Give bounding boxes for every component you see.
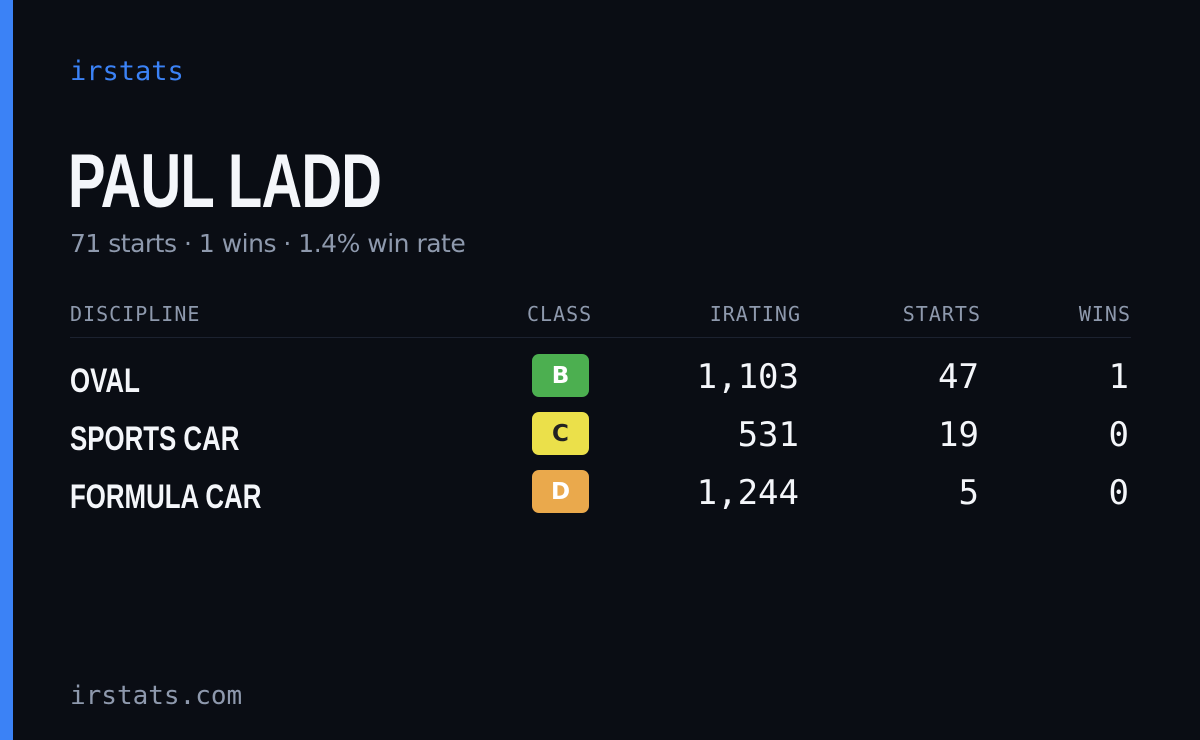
discipline-name: OVAL [70, 362, 140, 400]
header-discipline: DISCIPLINE [70, 302, 201, 326]
brand-logo-text: irstats [70, 56, 184, 87]
discipline-name: SPORTS CAR [70, 420, 240, 458]
footer-site-url: irstats.com [70, 681, 243, 711]
table-row: OVAL B 1,103 47 1 [70, 354, 1131, 412]
header-starts: STARTS [902, 302, 981, 326]
table-body: OVAL B 1,103 47 1 SPORTS CAR C 531 19 0 … [70, 354, 1131, 528]
class-badge: B [532, 354, 589, 397]
header-irating: IRATING [709, 302, 801, 326]
class-badge: D [532, 470, 589, 513]
wins-value: 0 [1108, 415, 1129, 455]
driver-summary: 71 starts · 1 wins · 1.4% win rate [70, 229, 466, 258]
table-header-row: DISCIPLINE CLASS IRATING STARTS WINS [70, 298, 1131, 338]
wins-value: 1 [1108, 357, 1129, 397]
header-wins: WINS [1078, 302, 1131, 326]
driver-name: PAUL LADD [68, 139, 382, 224]
accent-bar [0, 0, 13, 740]
irating-value: 1,244 [696, 473, 799, 513]
wins-value: 0 [1108, 473, 1129, 513]
starts-value: 19 [938, 415, 979, 455]
table-row: FORMULA CAR D 1,244 5 0 [70, 470, 1131, 528]
starts-value: 47 [938, 357, 979, 397]
irating-value: 531 [737, 415, 799, 455]
discipline-name: FORMULA CAR [70, 478, 262, 516]
starts-value: 5 [958, 473, 979, 513]
stats-table: DISCIPLINE CLASS IRATING STARTS WINS OVA… [70, 298, 1131, 516]
table-row: SPORTS CAR C 531 19 0 [70, 412, 1131, 470]
class-badge: C [532, 412, 589, 455]
irating-value: 1,103 [696, 357, 799, 397]
header-class: CLASS [527, 302, 593, 326]
